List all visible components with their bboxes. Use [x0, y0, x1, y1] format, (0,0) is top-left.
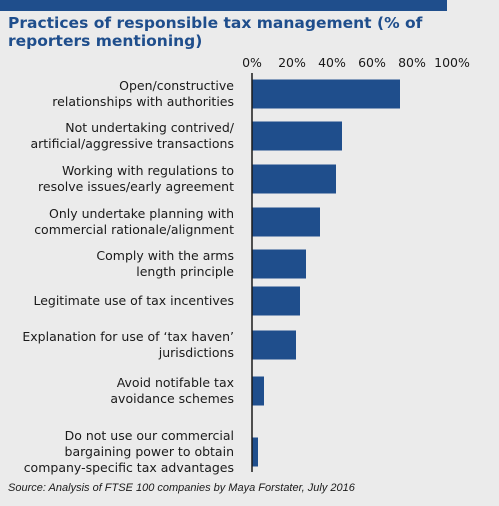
bar	[252, 121, 342, 151]
bar	[252, 164, 336, 194]
x-tick-label: 100%	[434, 55, 470, 70]
bar	[252, 207, 320, 237]
category-label: Open/constructive relationships with auth…	[52, 78, 234, 109]
category-label: Only undertake planning with commercial r…	[34, 206, 234, 237]
x-tick-label: 20%	[278, 55, 306, 70]
x-tick-label: 40%	[318, 55, 346, 70]
bar	[252, 376, 264, 406]
category-label: Comply with the arms length principle	[96, 248, 234, 279]
bar	[252, 249, 306, 279]
bar	[252, 330, 296, 360]
bar	[252, 79, 400, 109]
x-tick-label: 60%	[358, 55, 386, 70]
x-tick-label: 80%	[398, 55, 426, 70]
header-accent-bar	[0, 0, 447, 11]
bar-chart: 0% 20% 40% 60% 80% 100% Open/constructive relat…	[22, 55, 470, 475]
category-label: Legitimate use of tax incentives	[33, 293, 234, 308]
category-label: Not undertaking contrived/artificial/agg…	[30, 120, 234, 151]
bar	[252, 437, 258, 467]
category-label: Working with regulations to resolve issue…	[38, 163, 234, 194]
source-note: Source: Analysis of FTSE 100 companies b…	[8, 482, 355, 494]
x-tick-label: 0%	[242, 55, 262, 70]
category-label: Do not use our commercial bargaining powe…	[24, 428, 234, 475]
bar	[252, 286, 300, 316]
category-label: Avoid notifable tax avoidance schemes	[110, 375, 234, 406]
category-label: Explanation for use of ‘tax haven’ jurisd…	[22, 329, 234, 360]
chart-title: Practices of responsible tax management …	[8, 14, 423, 50]
